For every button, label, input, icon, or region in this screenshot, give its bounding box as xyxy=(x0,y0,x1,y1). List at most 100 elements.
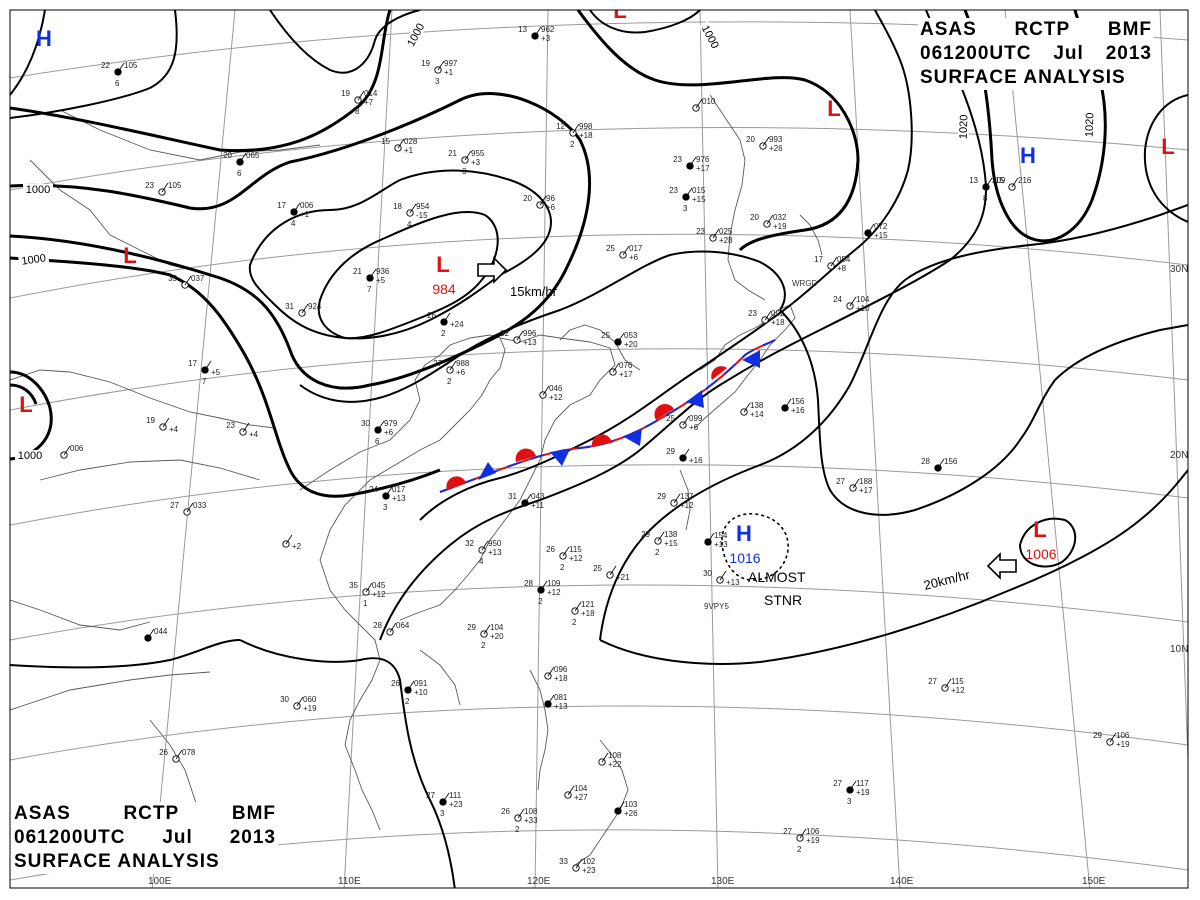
station-tendency: +16 xyxy=(791,406,805,415)
station-temperature: 25 xyxy=(601,331,610,340)
station-visibility: 2 xyxy=(560,563,565,572)
station-temperature: 19 xyxy=(146,416,155,425)
station-temperature: 17 xyxy=(188,359,197,368)
parallel-line xyxy=(10,464,1188,526)
station-temperature: 29 xyxy=(657,492,666,501)
stationary-note: ALMOST xyxy=(748,569,806,585)
wind-barb xyxy=(175,749,183,760)
wind-barb xyxy=(852,478,860,489)
isobar xyxy=(248,169,552,340)
wind-barb xyxy=(1011,177,1019,188)
warm-front-semicircle xyxy=(591,434,612,446)
station-tendency: +6 xyxy=(629,253,639,262)
pressure-centers: H L L L H L L L 984 H 1016 L 1006 xyxy=(19,10,1174,566)
cold-front-triangle xyxy=(742,350,760,368)
isobar xyxy=(1143,94,1188,223)
coastline xyxy=(39,459,261,481)
wind-barb xyxy=(622,245,630,256)
station-plots xyxy=(60,26,1117,872)
wind-barb xyxy=(524,493,532,504)
station-temperature: 29 xyxy=(666,447,675,456)
station-tendency: +14 xyxy=(750,410,764,419)
high-pressure-center: H xyxy=(736,521,752,546)
wind-barb xyxy=(567,785,575,796)
isobar xyxy=(589,10,701,34)
station-plot xyxy=(679,448,690,462)
isobar xyxy=(419,10,913,521)
station-visibility: 3 xyxy=(683,204,688,213)
station-temperature: 23 xyxy=(696,227,705,236)
station-plot xyxy=(172,749,183,763)
station-pressure: 043 xyxy=(531,492,545,501)
station-tendency: +12 xyxy=(569,554,583,563)
station-plot xyxy=(670,493,681,507)
station-temperature: 24 xyxy=(369,485,378,494)
wind-barb xyxy=(682,415,690,426)
station-sky-cover xyxy=(183,508,191,516)
station-pressure: 076 xyxy=(619,361,633,370)
station-plot xyxy=(293,696,304,710)
station-tendency: +4 xyxy=(169,425,179,434)
wind-barb xyxy=(944,678,952,689)
station-visibility: 7 xyxy=(367,285,372,294)
station-tendency: +8 xyxy=(837,264,847,273)
station-temperature: 22 xyxy=(101,61,110,70)
station-tendency: +18 xyxy=(579,131,593,140)
station-visibility: 6 xyxy=(375,437,380,446)
wind-barb xyxy=(712,228,720,239)
wind-barb xyxy=(719,570,727,581)
station-tendency: +26 xyxy=(769,144,783,153)
wind-barb xyxy=(534,26,542,37)
station-temperature: 28 xyxy=(524,579,533,588)
station-temperature: 20 xyxy=(750,213,759,222)
station-plot xyxy=(374,420,385,434)
cold-front-triangle xyxy=(686,390,704,408)
station-visibility: 3 xyxy=(847,797,852,806)
station-plot xyxy=(740,402,751,416)
station-temperature: 17 xyxy=(814,255,823,264)
station-plot xyxy=(144,628,155,642)
station-visibility: 8 xyxy=(355,107,360,116)
station-plot xyxy=(366,268,377,282)
meridian-line xyxy=(343,10,393,888)
meridian-line xyxy=(151,10,236,888)
station-pressure: 962 xyxy=(541,25,555,34)
station-visibility: 2 xyxy=(441,329,446,338)
warm-front-symbols xyxy=(446,366,727,490)
header-bottom-left: ASAS RCTP BMF 061200UTC Jul 2013 SURFACE… xyxy=(12,802,278,874)
station-tendency: +19 xyxy=(806,836,820,845)
station-pressure: 111 xyxy=(449,791,462,800)
station-visibility: 2 xyxy=(538,597,543,606)
station-plot xyxy=(446,360,457,374)
station-tendency: +17 xyxy=(696,164,710,173)
longitude-label: 140E xyxy=(890,876,914,887)
wind-barb xyxy=(575,858,583,869)
station-temperature: 25 xyxy=(606,244,615,253)
header-station: RCTP xyxy=(1014,19,1071,40)
station-tendency: +12 xyxy=(549,393,563,402)
header-line2: 061200UTC Jul 2013 xyxy=(14,826,276,850)
wind-barb xyxy=(830,256,838,267)
station-temperature: 27 xyxy=(928,677,937,686)
station-plot xyxy=(846,780,857,794)
coastlines xyxy=(10,94,823,866)
header-office: BMF xyxy=(231,803,276,824)
station-plot xyxy=(763,214,774,228)
isobar xyxy=(779,309,1188,516)
wind-barb xyxy=(695,98,703,109)
station-visibility: 8 xyxy=(983,194,988,203)
station-plot xyxy=(290,202,301,216)
station-plot xyxy=(598,752,609,766)
station-plot xyxy=(846,296,857,310)
ship-id-label: WRGD xyxy=(792,279,818,288)
station-visibility: 2 xyxy=(515,825,520,834)
wind-barb xyxy=(849,296,857,307)
low-pressure-center: L xyxy=(19,392,32,417)
coastline xyxy=(399,334,616,621)
station-visibility: 2 xyxy=(481,641,486,650)
station-plot xyxy=(181,275,192,289)
wind-barb xyxy=(407,680,415,691)
station-plot xyxy=(544,666,555,680)
station-pressure: 156 xyxy=(791,397,805,406)
wind-barb xyxy=(766,214,774,225)
